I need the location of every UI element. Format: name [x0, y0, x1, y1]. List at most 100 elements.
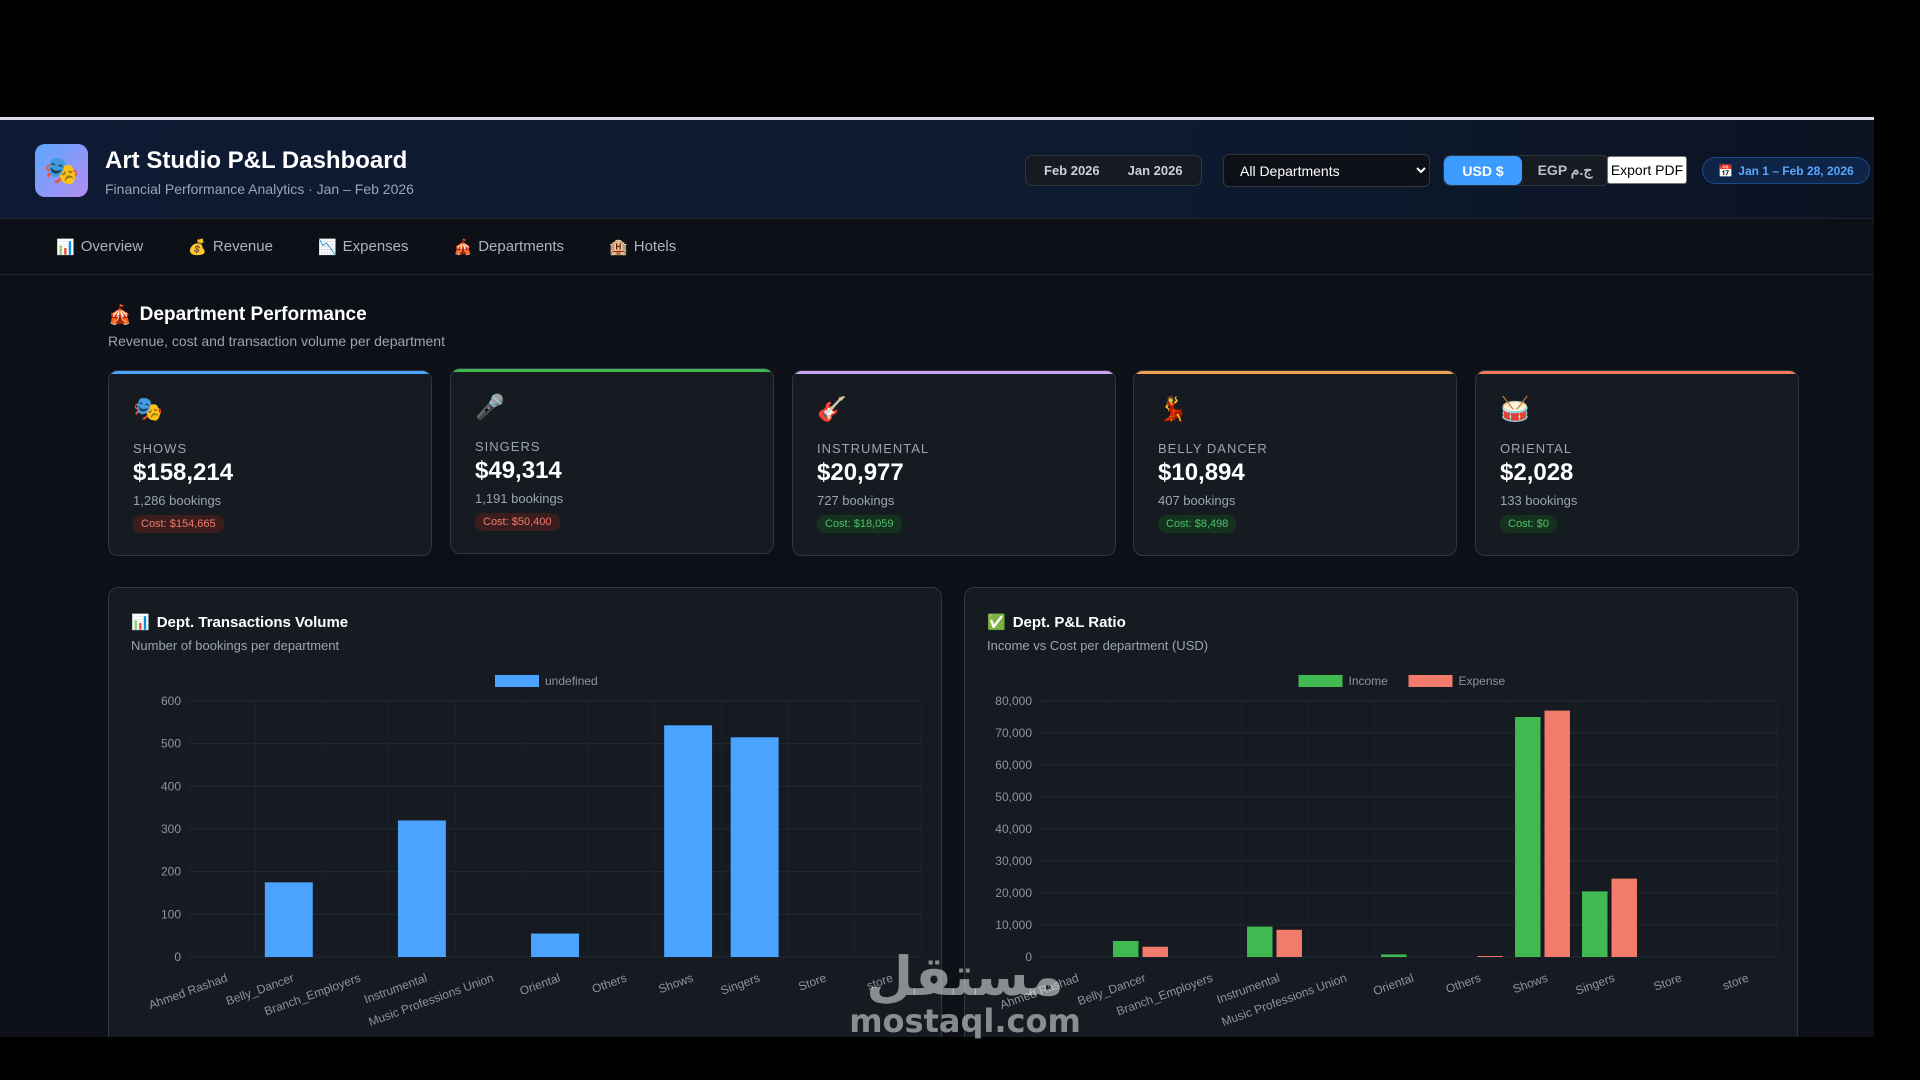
card-label: SHOWS [133, 441, 188, 456]
dashboard-app: 🎭 Art Studio P&L Dashboard Financial Per… [0, 117, 1874, 1037]
tab-label: Departments [478, 238, 565, 255]
card-accent-bar [1476, 371, 1798, 374]
y-tick-label: 200 [161, 865, 181, 879]
legend-swatch [495, 675, 539, 687]
panel-subtitle: Number of bookings per department [131, 638, 340, 653]
bar [1515, 717, 1541, 957]
export-pdf-button[interactable]: Export PDF [1607, 156, 1687, 184]
panel-title: 📊 Dept. Transactions Volume [131, 613, 348, 632]
y-tick-label: 100 [161, 907, 181, 921]
card-label: SINGERS [475, 439, 541, 454]
bottom-letterbox [0, 1037, 1920, 1080]
bar [1142, 946, 1168, 957]
currency-toggle: USD $ EGP ج.م [1443, 155, 1609, 186]
y-tick-label: 80,000 [995, 694, 1032, 708]
dept-card-oriental[interactable]: 🥁 ORIENTAL $2,028 133 bookings Cost: $0 [1475, 370, 1799, 556]
panel-title-text: Dept. P&L Ratio [1012, 613, 1126, 631]
x-tick-label: Music Professions Union [367, 971, 496, 1029]
y-tick-label: 500 [161, 737, 181, 751]
circus-tent-icon: 🎪 [108, 305, 132, 326]
bar [1582, 891, 1608, 957]
card-value: $2,028 [1500, 459, 1574, 486]
page-title: Art Studio P&L Dashboard [105, 147, 408, 174]
dept-card-shows[interactable]: 🎭 SHOWS $158,214 1,286 bookings Cost: $1… [108, 370, 432, 556]
section-subtitle: Revenue, cost and transaction volume per… [108, 333, 445, 349]
x-tick-label: Ahmed Rashad [147, 971, 230, 1012]
volume-chart-panel: 600 500 400 300 200 100 0 undefined Ahmed Rashad… [108, 587, 942, 1037]
cost-badge: Cost: $50,400 [475, 513, 560, 531]
currency-usd-button[interactable]: USD $ [1444, 156, 1522, 185]
card-count: 133 bookings [1500, 493, 1578, 508]
microphone-icon: 🎤 [475, 394, 505, 421]
card-value: $10,894 [1158, 459, 1245, 486]
tab-expenses[interactable]: 📉 Expenses [318, 238, 409, 256]
legend-label: Expense [1459, 674, 1506, 688]
card-count: 407 bookings [1158, 493, 1236, 508]
legend-label: undefined [545, 674, 598, 688]
card-label: BELLY DANCER [1158, 441, 1268, 456]
month-option-feb[interactable]: Feb 2026 [1044, 163, 1100, 178]
bar [264, 882, 313, 957]
watermark-latin: mostaql.com [849, 1002, 1081, 1040]
y-tick-label: 600 [161, 694, 181, 708]
hotel-icon: 🏨 [609, 238, 628, 256]
chart-icon: 📊 [56, 238, 75, 256]
tab-departments[interactable]: 🎪 Departments [454, 238, 565, 256]
bar [531, 933, 579, 957]
x-tick-label: store [1721, 971, 1751, 993]
tab-label: Overview [80, 238, 144, 255]
card-accent-bar [109, 371, 431, 374]
y-tick-label: 300 [161, 822, 181, 836]
top-letterbox [0, 0, 1920, 117]
bar [1611, 878, 1637, 957]
card-label: INSTRUMENTAL [817, 441, 930, 456]
page-subtitle: Financial Performance Analytics · Jan – … [105, 181, 414, 197]
cost-badge: Cost: $0 [1500, 515, 1557, 533]
x-tick-label: Shows [1511, 971, 1550, 996]
bar [1544, 710, 1570, 957]
tab-revenue[interactable]: 💰 Revenue [188, 238, 273, 256]
check-icon: ✅ [987, 614, 1006, 631]
dept-card-belly-dancer[interactable]: 💃 BELLY DANCER $10,894 407 bookings Cost… [1133, 370, 1457, 556]
card-accent-bar [1134, 371, 1456, 374]
y-tick-label: 0 [1025, 950, 1032, 964]
dept-card-instrumental[interactable]: 🎸 INSTRUMENTAL $20,977 727 bookings Cost… [792, 370, 1116, 556]
guitar-icon: 🎸 [817, 396, 847, 423]
x-tick-label: Shows [656, 971, 695, 996]
bar [664, 725, 713, 957]
card-accent-bar [793, 371, 1115, 374]
tab-hotels[interactable]: 🏨 Hotels [609, 238, 676, 256]
nav-tabs: 📊 Overview 💰 Revenue 📉 Expenses 🎪 Depart… [0, 219, 1874, 275]
y-tick-label: 20,000 [995, 886, 1032, 900]
circus-tent-icon: 🎪 [453, 238, 473, 256]
x-tick-label: Store [796, 971, 828, 994]
card-accent-bar [451, 369, 773, 372]
bar [1276, 929, 1302, 957]
legend-swatch [1298, 675, 1343, 687]
card-count: 1,286 bookings [133, 493, 222, 508]
tab-label: Expenses [342, 238, 409, 255]
bar [1113, 941, 1139, 957]
dept-card-singers[interactable]: 🎤 SINGERS $49,314 1,191 bookings Cost: $… [450, 368, 774, 554]
y-tick-label: 0 [174, 950, 181, 964]
tab-label: Revenue [212, 238, 273, 255]
right-letterbox [1874, 0, 1920, 1080]
date-range-badge[interactable]: 📅 Jan 1 – Feb 28, 2026 [1702, 157, 1870, 184]
bar [1477, 956, 1503, 957]
x-tick-label: Others [590, 971, 629, 996]
y-tick-label: 40,000 [995, 822, 1032, 836]
pl-chart-panel: 80,000 70,000 60,000 50,000 40,000 30,000 20,0… [964, 587, 1798, 1037]
tab-overview[interactable]: 📊 Overview [56, 238, 143, 256]
x-tick-label: Oriental [1371, 971, 1415, 999]
currency-egp-button[interactable]: EGP ج.م [1537, 162, 1593, 178]
x-tick-label: Music Professions Union [1220, 971, 1349, 1029]
month-option-jan[interactable]: Jan 2026 [1127, 163, 1183, 178]
watermark-arabic: مستقل [866, 945, 1064, 1008]
dancer-icon: 💃 [1158, 396, 1188, 423]
pl-chart: 80,000 70,000 60,000 50,000 40,000 30,000 20,0… [995, 674, 1778, 1029]
watermark: مستقل mostaql.com [845, 945, 1085, 1041]
department-select[interactable]: All Departments [1223, 154, 1430, 187]
y-tick-label: 400 [161, 779, 181, 793]
x-tick-label: Singers [1574, 971, 1617, 998]
cost-badge: Cost: $154,665 [133, 515, 224, 533]
